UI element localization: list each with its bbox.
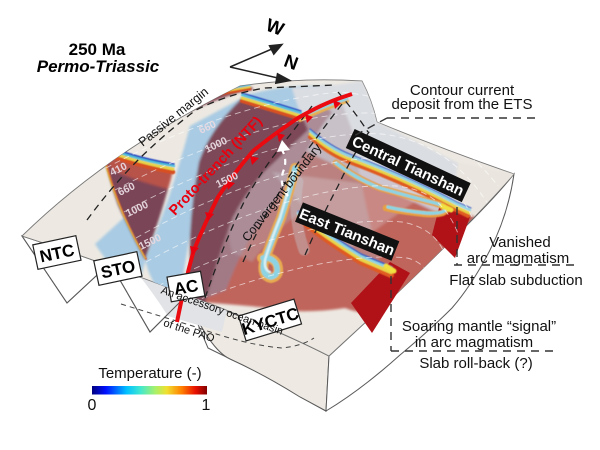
svg-text:Contour current: Contour current [410,82,515,99]
svg-text:N: N [281,50,301,74]
svg-text:W: W [263,14,287,40]
svg-text:0: 0 [88,397,97,414]
svg-text:Flat slab subduction: Flat slab subduction [449,272,582,289]
svg-text:250 Ma: 250 Ma [69,40,126,59]
svg-text:arc magmatism: arc magmatism [467,250,570,267]
svg-text:1: 1 [202,397,211,414]
svg-text:Temperature (-): Temperature (-) [98,365,201,382]
svg-text:in arc magmatism: in arc magmatism [415,334,533,351]
svg-text:deposit from the ETS: deposit from the ETS [392,96,533,113]
svg-text:Slab roll-back (?): Slab roll-back (?) [419,355,532,372]
svg-text:Soaring mantle “signal”: Soaring mantle “signal” [402,318,556,335]
svg-text:Permo-Triassic: Permo-Triassic [37,57,160,76]
svg-text:Vanished: Vanished [489,234,550,251]
svg-text:AC: AC [172,276,199,299]
